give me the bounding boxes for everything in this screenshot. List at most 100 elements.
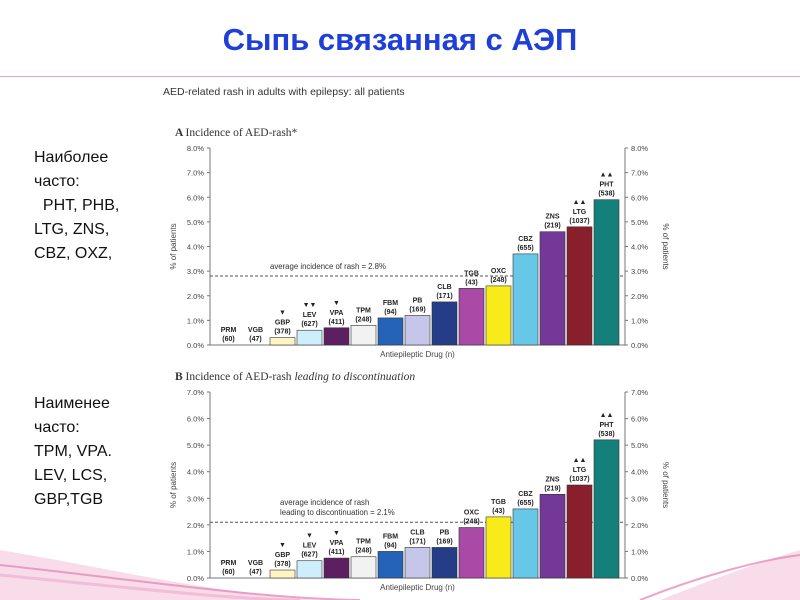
y-tick-label: 1.0% (187, 316, 204, 325)
most-frequent-note: Наиболее часто: PHT, PHB, LTG, ZNS, CBZ, OX… (34, 146, 119, 266)
average-label: average incidence of rash (280, 498, 369, 507)
bar-category-label: VGB (248, 327, 263, 334)
bar-category-label: TGB (491, 499, 506, 506)
bar-significance-marker: ▼▼ (303, 302, 317, 309)
panel-title: A Incidence of AED-rash* (175, 127, 298, 139)
bar-significance-marker: ▲▲ (600, 172, 614, 179)
bar-count-label: (1037) (569, 218, 589, 225)
y-tick-label: 5.0% (187, 441, 204, 450)
bar-count-label: (378) (274, 561, 290, 568)
bar-count-label: (627) (301, 552, 317, 559)
bar-pht (593, 199, 620, 346)
bar-fbm (377, 317, 404, 346)
note-line: LEV, LCS, (34, 467, 108, 484)
y-tick-label-right: 5.0% (631, 218, 648, 227)
bar-count-label: (248) (355, 316, 371, 323)
bar-count-label: (169) (409, 306, 425, 313)
bar-category-label: FBM (383, 533, 398, 540)
bar-zns (539, 493, 566, 579)
bar-clb (404, 547, 431, 579)
bar-count-label: (171) (436, 293, 452, 300)
bar-count-label: (248) (490, 277, 506, 284)
bar-category-label: ZNS (546, 214, 560, 221)
bar-tgb (485, 516, 512, 579)
y-tick-label-right: 4.0% (631, 468, 648, 477)
bar-category-label: LTG (573, 209, 587, 216)
bar-category-label: CBZ (518, 236, 533, 243)
bar-pht (593, 439, 620, 579)
slide-title: Сыпь связанная с АЭП (222, 22, 578, 57)
note-line: Наименее (34, 395, 110, 412)
y-tick-label-right: 5.0% (631, 441, 648, 450)
bar-significance-marker: ▼ (279, 310, 286, 317)
bar-count-label: (411) (329, 319, 345, 326)
bar-category-label: ZNS (546, 476, 560, 483)
bar-ltg (566, 484, 593, 579)
y-tick-label-right: 3.0% (631, 267, 648, 276)
bar-significance-marker: ▼ (333, 300, 340, 307)
bar-lev (296, 329, 323, 346)
bar-category-label: PRM (221, 560, 237, 567)
bar-category-label: TGB (464, 270, 479, 277)
bar-count-label: (538) (598, 191, 614, 198)
bar-lev (296, 560, 323, 579)
y-tick-label: 2.0% (187, 521, 204, 530)
y-tick-label: 8.0% (187, 144, 204, 153)
note-line: LTG, ZNS, (34, 221, 110, 238)
note-line: часто: (34, 173, 80, 190)
bar-significance-marker: ▲▲ (600, 412, 614, 419)
bar-count-label: (169) (436, 538, 452, 545)
bar-category-label: TPM (356, 539, 371, 546)
x-axis-label: Antiepileptic Drug (n) (380, 350, 455, 359)
y-tick-label-right: 0.0% (631, 574, 648, 583)
bar-ltg (566, 226, 593, 346)
bar-count-label: (538) (598, 431, 614, 438)
bar-count-label: (219) (544, 485, 560, 492)
bar-category-label: PB (440, 529, 450, 536)
bar-count-label: (43) (492, 508, 504, 515)
bar-significance-marker: ▲▲ (573, 457, 587, 464)
note-line: GBP,TGB (34, 491, 104, 508)
bar-count-label: (60) (222, 336, 234, 343)
note-line: PHT, PHB, (34, 197, 120, 214)
y-tick-label-right: 7.0% (631, 169, 648, 178)
bar-count-label: (94) (384, 309, 396, 316)
bar-count-label: (60) (222, 569, 234, 576)
y-tick-label: 0.0% (187, 341, 204, 350)
y-axis-label-right: % of patients (661, 223, 670, 269)
bar-category-label: TPM (356, 307, 371, 314)
bar-category-label: PHT (600, 182, 615, 189)
bar-count-label: (411) (329, 549, 345, 556)
bar-tpm (350, 324, 377, 346)
y-axis-label: % of patients (169, 223, 178, 269)
bar-tpm (350, 556, 377, 579)
bar-pb (431, 547, 458, 579)
bar-count-label: (47) (249, 569, 261, 576)
bar-cbz (512, 508, 539, 579)
bar-category-label: LEV (303, 312, 317, 319)
bar-zns (539, 231, 566, 346)
y-tick-label: 7.0% (187, 388, 204, 397)
bar-tgb (458, 288, 485, 346)
y-tick-label: 4.0% (187, 468, 204, 477)
average-label: average incidence of rash = 2.8% (270, 262, 386, 271)
bar-count-label: (655) (517, 500, 533, 507)
bar-category-label: PRM (221, 327, 237, 334)
average-label: leading to discontinuation = 2.1% (280, 508, 395, 517)
y-tick-label-right: 0.0% (631, 341, 648, 350)
y-tick-label: 1.0% (187, 547, 204, 556)
bar-fbm (377, 551, 404, 579)
bar-count-label: (655) (517, 245, 533, 252)
y-tick-label: 6.0% (187, 415, 204, 424)
y-tick-label: 5.0% (187, 218, 204, 227)
bar-category-label: OXC (464, 510, 479, 517)
bar-significance-marker: ▼ (306, 533, 313, 540)
x-axis-label: Antiepileptic Drug (n) (380, 583, 455, 592)
bar-count-label: (171) (409, 538, 425, 545)
bar-significance-marker: ▼ (333, 530, 340, 537)
note-line: CBZ, OXZ, (34, 245, 113, 262)
bar-category-label: PHT (600, 422, 615, 429)
bar-category-label: GBP (275, 552, 291, 559)
bar-category-label: LTG (573, 467, 587, 474)
